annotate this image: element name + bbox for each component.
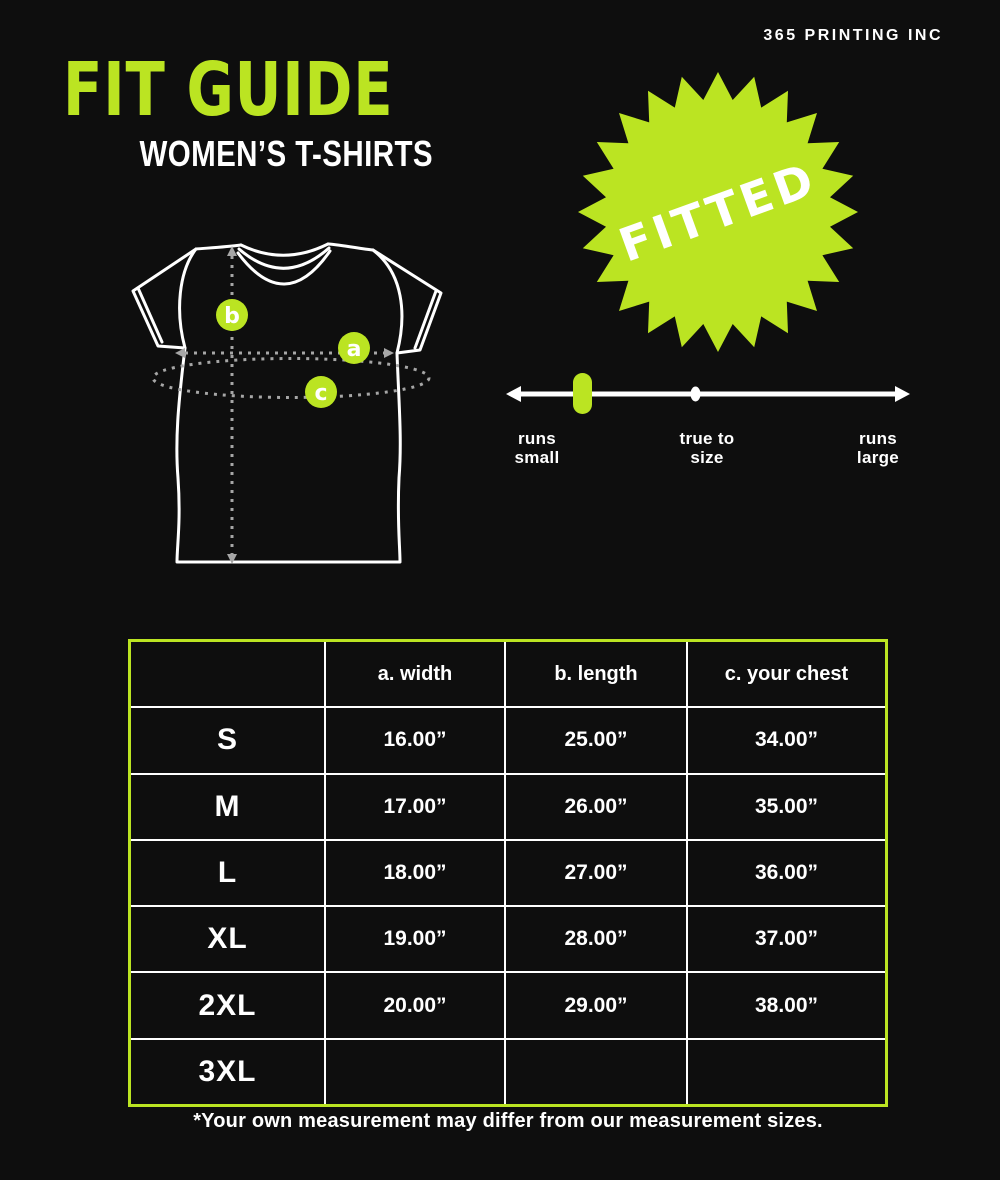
size-label: XL [131, 907, 324, 972]
header-empty-cell [131, 642, 324, 707]
marker-c-letter: c [314, 381, 327, 406]
table-cell-length: 29.00” [506, 973, 686, 1038]
table-cell-length: 25.00” [506, 708, 686, 773]
tshirt-diagram: b a c [131, 242, 443, 564]
table-cell-width: 17.00” [326, 774, 504, 839]
scale-label-runs-large: runs large [856, 429, 900, 467]
table-cell-length: 27.00” [506, 840, 686, 906]
size-label: M [131, 774, 324, 839]
scale-arrow-line [506, 386, 910, 402]
right-arrowhead-icon [895, 386, 910, 402]
table-cell-length: 28.00” [506, 907, 686, 972]
table-cell-width: 20.00” [326, 973, 504, 1038]
fitted-badge: FITTED [578, 72, 858, 352]
size-label: 3XL [131, 1039, 324, 1104]
size-label: S [131, 708, 324, 773]
table-cell-chest: 38.00” [688, 973, 885, 1038]
page-title: FIT GUIDE [63, 47, 394, 133]
size-label: L [131, 840, 324, 906]
fit-marker [573, 373, 592, 414]
true-to-size-dot [690, 386, 701, 402]
table-cell-chest: 37.00” [688, 907, 885, 972]
diagram-markers: b a c [216, 299, 370, 408]
page-subtitle: WOMEN’S T-SHIRTS [139, 133, 433, 174]
size-table: a. width b. length c. your chest S 16.00… [128, 639, 888, 1107]
column-header-width: a. width [326, 642, 504, 707]
scale-label-true-to-size: true to size [679, 429, 735, 467]
marker-c-circle [305, 376, 337, 408]
chest-dashed-ellipse [151, 357, 431, 399]
measurement-lines [151, 256, 431, 554]
table-cell-chest [688, 1039, 885, 1104]
column-header-length: b. length [506, 642, 686, 707]
marker-b-letter: b [224, 304, 240, 329]
measurement-footnote: *Your own measurement may differ from ou… [193, 1110, 823, 1132]
table-cell-width: 16.00” [326, 708, 504, 773]
column-header-chest: c. your chest [688, 642, 885, 707]
table-cell-width: 18.00” [326, 840, 504, 906]
table-cell-chest: 35.00” [688, 774, 885, 839]
table-cell-width: 19.00” [326, 907, 504, 972]
fitted-badge-star [578, 72, 858, 352]
tshirt-outline-icon [131, 242, 443, 564]
measurement-arrowheads [175, 246, 394, 564]
scale-label-runs-small: runs small [514, 429, 560, 467]
marker-b-circle [216, 299, 248, 331]
fit-scale [506, 373, 910, 414]
table-cell-width [326, 1039, 504, 1104]
brand-name: 365 PRINTING INC [763, 27, 943, 44]
left-arrowhead-icon [506, 386, 521, 402]
table-cell-length: 26.00” [506, 774, 686, 839]
table-cell-chest: 34.00” [688, 708, 885, 773]
table-cell-chest: 36.00” [688, 840, 885, 906]
marker-a-letter: a [347, 337, 362, 362]
marker-a-circle [338, 332, 370, 364]
size-label: 2XL [131, 973, 324, 1038]
table-cell-length [506, 1039, 686, 1104]
